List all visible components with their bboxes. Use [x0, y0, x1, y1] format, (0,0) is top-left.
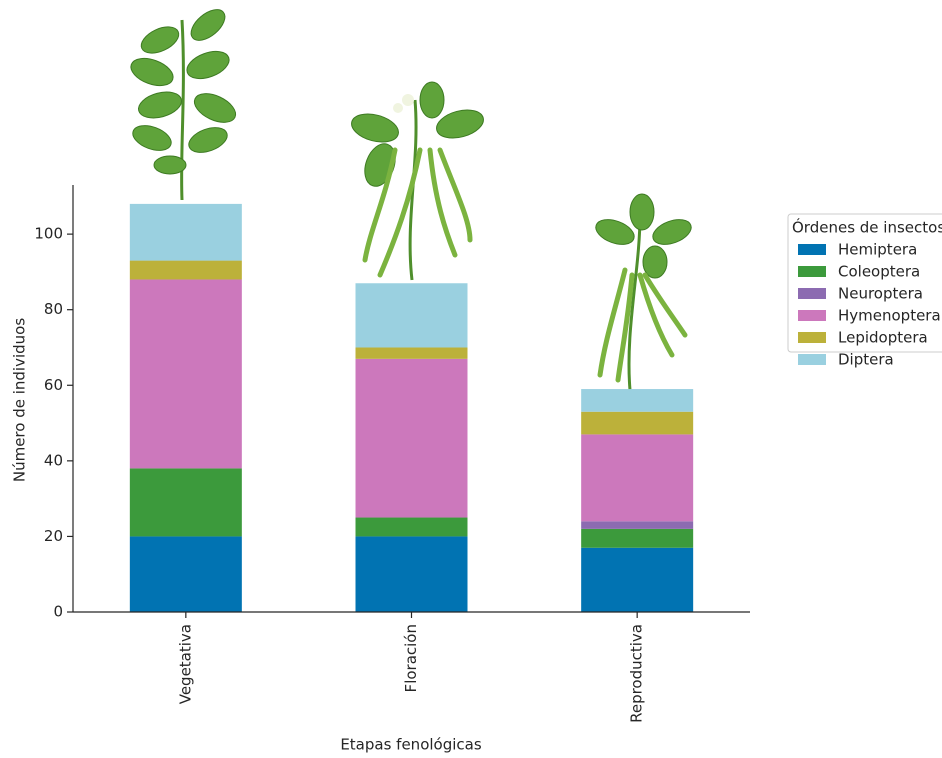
legend-label: Diptera — [838, 351, 894, 369]
bar-segment — [355, 347, 468, 359]
legend-swatch — [798, 266, 826, 277]
legend-swatch — [798, 310, 826, 321]
y-axis-title: Número de individuos — [11, 318, 29, 482]
y-tick-label: 0 — [53, 603, 63, 621]
x-tick-label: Reproductiva — [628, 624, 646, 723]
bar-segment — [355, 283, 468, 348]
y-tick-label: 80 — [44, 300, 63, 318]
legend-label: Neuroptera — [838, 285, 923, 303]
y-tick-label: 100 — [34, 225, 63, 243]
legend-label: Hemiptera — [838, 241, 917, 259]
bar-segment — [129, 536, 242, 612]
bar-segment — [581, 528, 694, 548]
bar-segment — [355, 517, 468, 537]
y-tick-label: 60 — [44, 376, 63, 394]
legend-swatch — [798, 332, 826, 343]
bar-segment — [581, 411, 694, 435]
legend-label: Coleoptera — [838, 263, 920, 281]
bar-segment — [581, 434, 694, 522]
bar-segment — [129, 279, 242, 469]
legend-swatch — [798, 244, 826, 255]
bar-segment — [581, 521, 694, 529]
legend-swatch — [798, 288, 826, 299]
plant-reproductiva — [595, 193, 692, 391]
x-tick-label: Vegetativa — [176, 624, 194, 704]
plant-vegetativa — [130, 9, 237, 201]
legend-title: Órdenes de insectos — [792, 218, 942, 237]
x-axis-title: Etapas fenológicas — [340, 736, 482, 754]
y-tick-label: 40 — [44, 451, 63, 469]
bar-segment — [355, 358, 468, 518]
legend-label: Hymenoptera — [838, 307, 941, 325]
bar-segment — [581, 547, 694, 612]
y-tick-label: 20 — [44, 527, 63, 545]
bar-segment — [129, 468, 242, 537]
plant-floracion — [351, 81, 484, 281]
legend-swatch — [798, 354, 826, 365]
bar-segment — [129, 203, 242, 261]
legend-label: Lepidoptera — [838, 329, 928, 347]
bar-segment — [355, 536, 468, 612]
bar-segment — [129, 260, 242, 280]
bar-segment — [581, 389, 694, 412]
legend-box — [787, 213, 942, 353]
x-tick-label: Floración — [402, 624, 420, 692]
